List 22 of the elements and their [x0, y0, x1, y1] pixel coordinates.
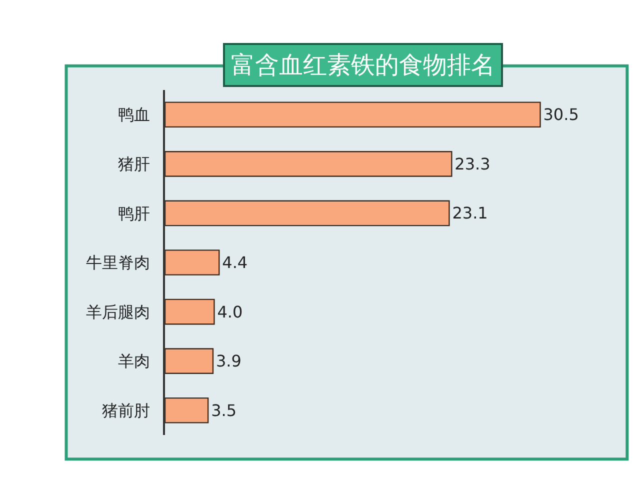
- y-tick-label: 鸭肝: [118, 204, 150, 223]
- y-tick-label: 鸭血: [118, 105, 150, 124]
- data-label: 4.0: [217, 302, 243, 322]
- bar: [165, 151, 452, 177]
- data-label: 30.5: [543, 105, 579, 124]
- y-tick-label: 羊后腿肉: [86, 302, 150, 322]
- y-tick-label: 猪肝: [118, 154, 150, 174]
- bar: [165, 298, 215, 325]
- y-tick-label: 羊肉: [118, 352, 150, 371]
- data-label: 3.5: [211, 400, 237, 420]
- bar: [165, 397, 209, 424]
- bar: [165, 348, 214, 374]
- data-label: 3.9: [216, 352, 242, 371]
- bar: [165, 102, 541, 128]
- data-label: 23.3: [454, 154, 490, 174]
- data-label: 4.4: [222, 253, 248, 272]
- data-label: 23.1: [452, 204, 488, 223]
- chart-title: 富含血红素铁的食物排名: [231, 51, 495, 79]
- bar: [165, 200, 450, 226]
- y-tick-label: 牛里脊肉: [86, 253, 150, 272]
- y-tick-label: 猪前肘: [102, 400, 150, 420]
- bar: [165, 250, 220, 276]
